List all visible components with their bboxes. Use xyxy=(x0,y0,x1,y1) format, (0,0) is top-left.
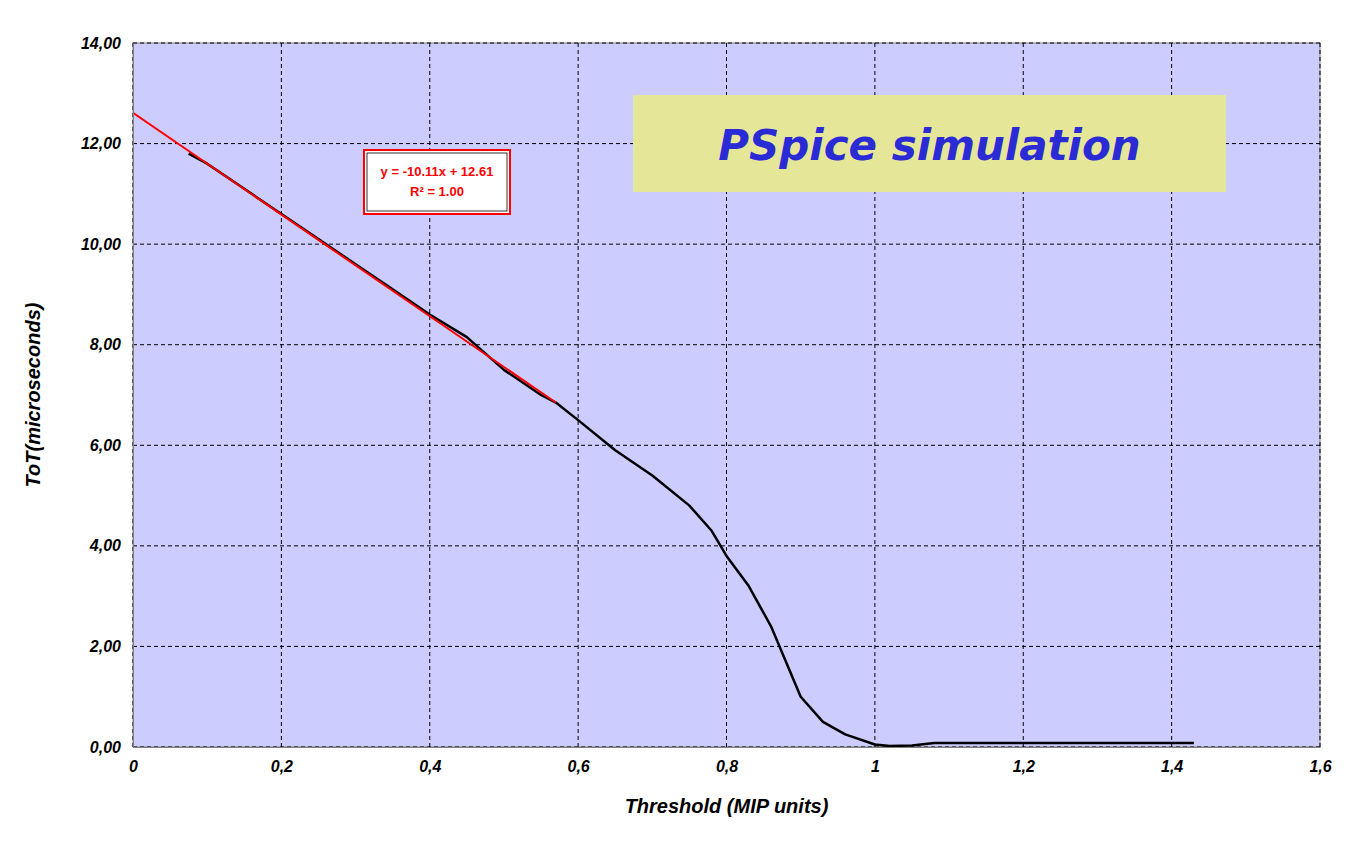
tick: 0 xyxy=(129,747,138,775)
tick: 2,00 xyxy=(89,638,133,655)
tick-label: 1,2 xyxy=(1013,758,1035,775)
tick: 1 xyxy=(871,747,880,775)
tick: 4,00 xyxy=(89,537,133,554)
tick-label: 0,4 xyxy=(419,758,441,775)
y-axis: 0,00 2,00 4,00 6,00 8,00 10,00 12,00 14,00 xyxy=(81,35,134,756)
tick: 14,00 xyxy=(81,35,133,52)
tick-label: 0 xyxy=(129,758,138,775)
tick-label: 0,00 xyxy=(90,739,121,756)
x-axis: 0 0,2 0,4 0,6 0,8 1 1,2 1,4 1,6 xyxy=(129,747,1332,775)
fit-r-squared: R² = 1.00 xyxy=(410,184,464,199)
tick-label: 1,4 xyxy=(1161,758,1183,775)
tick: 0,6 xyxy=(568,747,590,775)
tick: 0,4 xyxy=(419,747,441,775)
axis-line xyxy=(134,747,1321,748)
plot: 0 0,2 0,4 0,6 0,8 1 1,2 1,4 1,6 0,00 2,00 4,00 6,00 8… xyxy=(81,35,1332,776)
tick-label: 14,00 xyxy=(81,35,121,52)
x-grid-line xyxy=(578,43,579,747)
tick-label: 0,2 xyxy=(271,758,293,775)
tick: 1,6 xyxy=(1309,747,1331,775)
tick: 0,2 xyxy=(271,747,293,775)
title: PSpice simulation xyxy=(718,121,1141,170)
y-grid-line xyxy=(133,646,1320,647)
fit-label-inner-box xyxy=(367,153,507,211)
fit-label: y = -10.11x + 12.61 R² = 1.00 xyxy=(364,150,510,214)
series-line xyxy=(133,113,556,403)
x-axis-title: Threshold (MIP units) xyxy=(625,795,829,817)
x-grid-line xyxy=(1320,43,1321,747)
tick: 0,8 xyxy=(716,747,738,775)
y-grid-line xyxy=(133,43,1320,44)
tick: 8,00 xyxy=(90,336,133,353)
y-grid-line xyxy=(133,545,1320,546)
tick: 0,00 xyxy=(90,739,133,756)
y-axis-title: ToT(microseconds) xyxy=(22,302,44,487)
plot-background xyxy=(133,43,1320,747)
tick: 1,2 xyxy=(1013,747,1035,775)
tick: 1,4 xyxy=(1161,747,1183,775)
tick-label: 6,00 xyxy=(90,437,121,454)
y-grid-line xyxy=(133,344,1320,345)
tick: 10,00 xyxy=(81,236,133,253)
chart: 0 0,2 0,4 0,6 0,8 1 1,2 1,4 1,6 0,00 2,00 4,00 6,00 8… xyxy=(0,0,1346,849)
fit-label-box xyxy=(364,150,510,214)
title-background xyxy=(633,95,1226,192)
tick-label: 0,6 xyxy=(568,758,590,775)
axis-line xyxy=(133,44,134,748)
tick-label: 8,00 xyxy=(90,336,121,353)
y-grid-line xyxy=(133,747,1320,748)
grid xyxy=(133,43,1320,747)
y-grid-line xyxy=(133,445,1320,446)
tick-label: 4,00 xyxy=(89,537,121,554)
series-line xyxy=(189,154,1194,746)
title-box: PSpice simulation xyxy=(633,95,1226,192)
tick: 12,00 xyxy=(81,135,133,152)
tick-label: 0,8 xyxy=(716,758,738,775)
tick-label: 12,00 xyxy=(81,135,121,152)
x-grid-line xyxy=(133,43,134,747)
x-grid-line xyxy=(281,43,282,747)
x-grid-line xyxy=(429,43,430,747)
tick-label: 2,00 xyxy=(89,638,121,655)
y-grid-line xyxy=(133,244,1320,245)
tick: 6,00 xyxy=(90,437,133,454)
tick-label: 1 xyxy=(871,758,880,775)
tick-label: 10,00 xyxy=(81,236,121,253)
tick-label: 1,6 xyxy=(1309,758,1331,775)
fit-equation: y = -10.11x + 12.61 xyxy=(381,164,494,179)
data-lines xyxy=(133,113,1194,746)
